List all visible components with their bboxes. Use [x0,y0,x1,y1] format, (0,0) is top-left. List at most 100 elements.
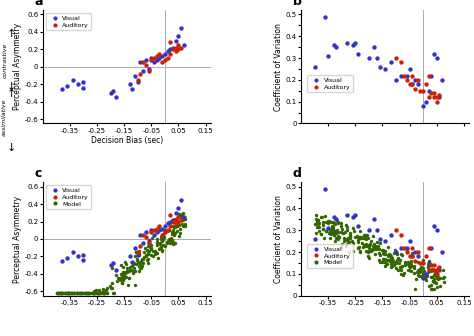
Point [168,237,175,243]
Point [334,229,342,235]
Point [329,228,337,233]
Point [363,243,370,248]
Point [427,275,435,280]
Point [114,275,121,280]
Point [392,265,400,270]
Point [165,236,173,242]
Point [147,55,155,61]
Point [118,275,126,281]
Point [341,239,348,244]
Point [63,290,70,296]
Point [85,290,93,296]
Point [91,288,98,293]
Point [143,258,151,263]
Point [433,271,440,277]
Point [75,290,83,296]
Point [354,240,362,245]
Point [161,57,169,62]
Point [401,73,408,78]
Point [418,268,425,274]
Point [413,270,421,275]
Point [363,236,370,241]
Point [80,290,88,296]
Point [166,51,174,56]
Point [147,252,155,257]
Point [431,279,439,285]
Point [434,265,442,270]
Point [100,290,108,296]
Point [356,248,364,253]
Point [73,290,81,296]
Point [389,259,396,264]
Point [403,73,410,78]
Point [363,236,370,241]
Point [356,250,364,255]
Point [55,290,62,296]
Point [409,245,416,250]
Point [74,254,82,259]
Point [424,262,432,267]
Point [373,240,380,245]
Point [343,212,351,218]
Point [130,260,138,265]
Point [416,267,424,272]
Point [172,45,180,50]
Point [134,252,141,257]
Point [409,82,416,87]
Point [136,260,143,265]
Point [392,227,400,233]
Point [171,241,178,246]
Point [431,269,438,275]
Point [379,248,387,253]
Point [57,290,65,296]
Point [166,212,174,217]
Point [403,77,410,83]
Point [66,290,73,296]
Point [127,267,134,272]
Point [158,60,166,65]
Point [425,88,432,93]
Point [405,261,412,266]
Point [142,57,150,62]
Point [67,290,75,296]
Point [64,290,72,296]
Point [436,267,443,272]
Point [411,286,419,291]
Point [87,290,95,296]
Point [321,213,329,218]
Point [147,57,155,62]
Point [324,225,331,231]
Point [158,234,165,240]
Point [346,233,354,238]
Point [178,212,185,218]
Point [136,260,144,266]
Point [57,290,65,296]
Point [128,87,136,92]
Point [71,290,79,296]
Point [329,224,337,229]
Point [419,103,427,109]
Point [179,217,187,222]
Point [370,233,377,239]
Point [125,275,133,281]
Point [165,227,173,233]
Point [317,232,325,237]
Point [343,227,350,233]
Point [314,217,322,222]
Point [118,274,126,279]
Point [429,279,437,284]
Point [392,248,399,253]
Point [430,272,438,278]
Point [319,227,327,232]
Point [86,290,94,296]
Point [395,267,402,273]
Point [396,260,403,265]
Point [132,283,139,288]
Point [411,258,419,263]
Point [156,240,164,246]
Point [137,265,145,271]
Point [332,44,340,50]
Point [414,82,421,87]
Point [119,265,127,270]
Point [376,64,383,70]
